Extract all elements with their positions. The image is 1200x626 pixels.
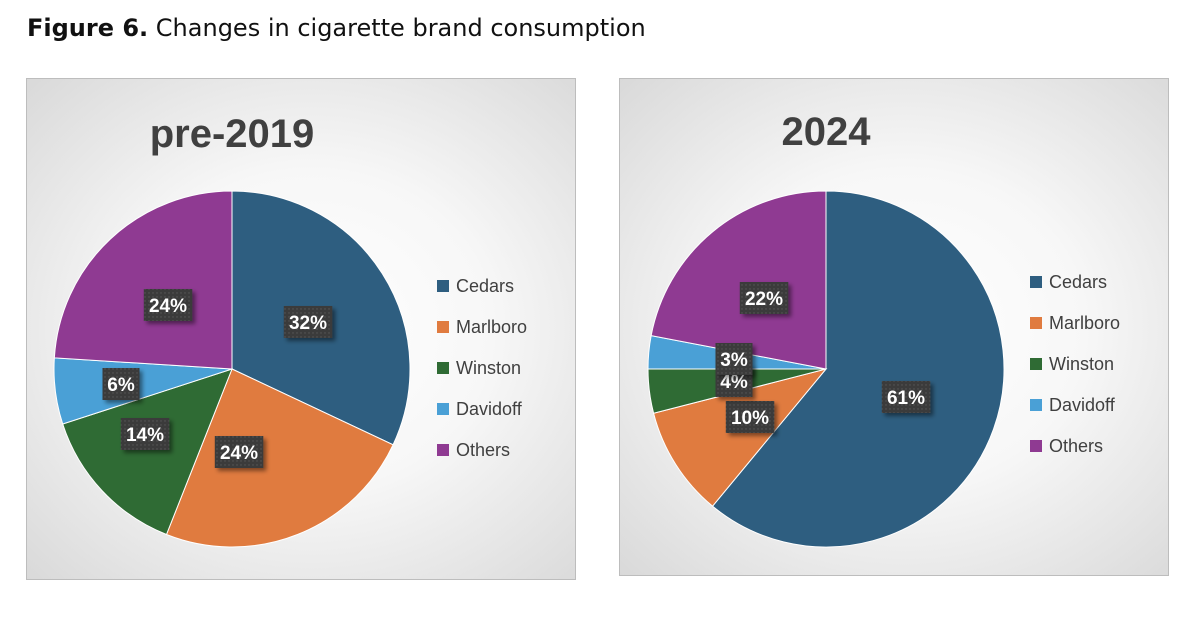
pie-slice-others bbox=[650, 190, 827, 370]
pie-slice-marlboro bbox=[165, 368, 394, 548]
pie-slice-others bbox=[53, 190, 233, 370]
data-labels: 61% 10% 4%3% 22% bbox=[715, 282, 931, 433]
chart-title: 2024 bbox=[782, 110, 872, 154]
data-label-box bbox=[715, 343, 753, 375]
legend-label: Others bbox=[456, 440, 510, 460]
data-label-text: 24% bbox=[149, 296, 187, 317]
data-label-davidoff: 3% bbox=[715, 343, 753, 375]
legend-label: Winston bbox=[1049, 354, 1114, 374]
pie-chart-pre-2019: pre-2019 32% 24% 14% 6% 24% Cedars Marlboro Wins… bbox=[26, 78, 576, 580]
legend-swatch bbox=[1030, 440, 1042, 452]
legend-item-marlboro: Marlboro bbox=[1030, 313, 1120, 333]
data-label-marlboro: 24% bbox=[214, 436, 264, 468]
legend-label: Davidoff bbox=[456, 399, 523, 419]
legend-swatch bbox=[1030, 358, 1042, 370]
data-label-text: 3% bbox=[720, 350, 748, 371]
legend-swatch bbox=[1030, 276, 1042, 288]
data-label-box bbox=[283, 306, 333, 338]
chart-title: pre-2019 bbox=[150, 112, 315, 156]
legend-label: Others bbox=[1049, 436, 1103, 456]
data-label-text: 32% bbox=[289, 313, 327, 334]
legend-item-cedars: Cedars bbox=[1030, 272, 1107, 292]
legend-swatch bbox=[437, 321, 449, 333]
data-label-davidoff: 6% bbox=[102, 368, 140, 400]
data-label-cedars: 32% bbox=[283, 306, 333, 338]
legend-label: Winston bbox=[456, 358, 521, 378]
legend-label: Cedars bbox=[1049, 272, 1107, 292]
legend-label: Marlboro bbox=[1049, 313, 1120, 333]
data-label-text: 10% bbox=[731, 408, 769, 429]
legend-label: Cedars bbox=[456, 276, 514, 296]
pie-slice-cedars bbox=[711, 190, 1005, 548]
legend-label: Marlboro bbox=[456, 317, 527, 337]
data-label-box bbox=[214, 436, 264, 468]
pie-slices bbox=[647, 190, 1005, 548]
legend-item-others: Others bbox=[1030, 436, 1103, 456]
data-label-box bbox=[102, 368, 140, 400]
legend-item-others: Others bbox=[437, 440, 510, 460]
legend-swatch bbox=[1030, 317, 1042, 329]
pie-chart-2024: 2024 61% 10% 4% 3% 22% Cedars Marlboro Winston Da… bbox=[619, 78, 1169, 576]
data-label-winston: 14% bbox=[120, 418, 170, 450]
data-label-box bbox=[881, 381, 931, 413]
data-label-marlboro: 10% bbox=[725, 401, 775, 433]
figure-caption: Figure 6. Changes in cigarette brand con… bbox=[27, 14, 646, 42]
legend-swatch bbox=[437, 403, 449, 415]
legend-label: Davidoff bbox=[1049, 395, 1116, 415]
figure-caption-text: Changes in cigarette brand consumption bbox=[148, 14, 646, 42]
legend-swatch bbox=[1030, 399, 1042, 411]
pie-chart-svg: pre-2019 32% 24% 14% 6% 24% Cedars Marlboro Wins… bbox=[53, 112, 527, 548]
pie-slice-marlboro bbox=[652, 368, 828, 507]
legend-item-cedars: Cedars bbox=[437, 276, 514, 296]
data-label-text: 6% bbox=[107, 375, 135, 396]
legend-swatch bbox=[437, 444, 449, 456]
data-label-cedars: 61% bbox=[881, 381, 931, 413]
data-label-box bbox=[143, 289, 193, 321]
legend-item-davidoff: Davidoff bbox=[1030, 395, 1116, 415]
data-label-box bbox=[739, 282, 789, 314]
data-label-text: 22% bbox=[745, 289, 783, 310]
legend-item-marlboro: Marlboro bbox=[437, 317, 527, 337]
data-label-box bbox=[120, 418, 170, 450]
data-labels: 32% 24% 14% 6% 24% bbox=[102, 289, 333, 468]
pie-chart-svg: 2024 61% 10% 4%3% 22% Cedars Marlboro Winston Da… bbox=[647, 110, 1120, 548]
legend-swatch bbox=[437, 362, 449, 374]
data-label-text: 4% bbox=[720, 372, 748, 393]
data-label-box bbox=[725, 401, 775, 433]
pie-slices bbox=[53, 190, 411, 548]
data-label-others: 22% bbox=[739, 282, 789, 314]
data-label-text: 61% bbox=[887, 388, 925, 409]
legend-swatch bbox=[437, 280, 449, 292]
legend: Cedars Marlboro Winston Davidoff Others bbox=[437, 276, 527, 460]
legend: Cedars Marlboro Winston Davidoff Others bbox=[1030, 272, 1120, 456]
data-label-others: 24% bbox=[143, 289, 193, 321]
legend-item-winston: Winston bbox=[1030, 354, 1114, 374]
legend-item-davidoff: Davidoff bbox=[437, 399, 523, 419]
data-label-text: 14% bbox=[126, 425, 164, 446]
figure-label: Figure 6. bbox=[27, 14, 149, 42]
data-label-text: 24% bbox=[220, 443, 258, 464]
legend-item-winston: Winston bbox=[437, 358, 521, 378]
